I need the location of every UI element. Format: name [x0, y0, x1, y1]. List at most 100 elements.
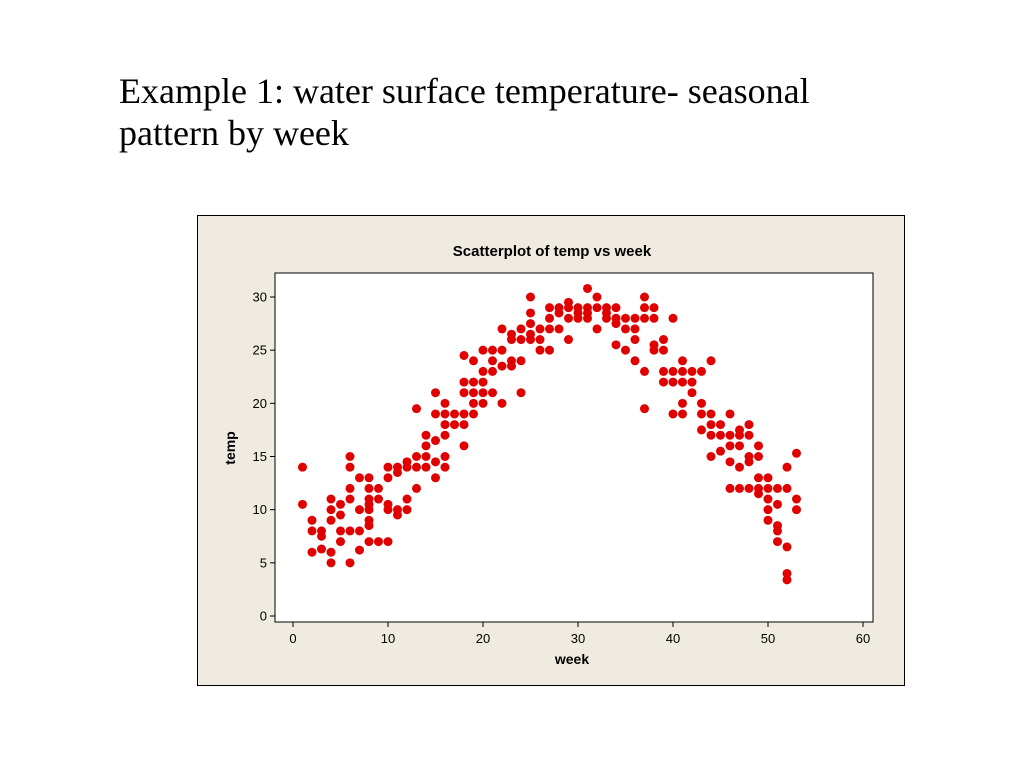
data-point [754, 441, 763, 451]
data-point [459, 409, 469, 419]
data-point [431, 409, 440, 419]
slide-title-line1: Example 1: water surface temperature- se… [119, 71, 810, 111]
data-point [545, 324, 554, 334]
data-point [478, 366, 488, 376]
data-point [431, 473, 440, 483]
data-point [630, 324, 640, 334]
data-point [592, 324, 602, 334]
data-point [393, 467, 402, 477]
data-point [725, 409, 735, 419]
data-point [621, 345, 630, 355]
data-point [421, 441, 431, 451]
data-point [687, 366, 697, 376]
data-point [611, 303, 621, 313]
data-point [317, 531, 326, 541]
chart-title: Scatterplot of temp vs week [453, 243, 652, 260]
y-axis: 0 5 10 15 20 25 30 [253, 290, 275, 624]
data-point [535, 324, 545, 334]
data-point [440, 462, 450, 472]
data-point [326, 547, 336, 557]
data-point [687, 377, 697, 387]
data-point [326, 505, 336, 515]
data-point [754, 452, 763, 461]
data-point [640, 303, 649, 313]
data-point [374, 494, 383, 504]
data-point [592, 292, 602, 302]
data-point [640, 366, 649, 376]
data-point [402, 462, 412, 472]
x-tick-label: 0 [289, 631, 296, 646]
data-point [630, 356, 640, 366]
data-point [773, 483, 782, 493]
x-tick-label: 60 [856, 631, 870, 646]
data-point [535, 345, 545, 355]
data-point [697, 398, 706, 408]
data-point [611, 319, 621, 329]
data-point [469, 356, 478, 366]
data-point [526, 335, 535, 345]
data-point [564, 313, 573, 323]
data-point [307, 526, 317, 536]
data-point [516, 324, 526, 334]
data-point [773, 499, 782, 509]
data-point [659, 377, 668, 387]
data-point [678, 398, 687, 408]
data-point [307, 515, 317, 525]
data-point [735, 462, 744, 472]
data-point [298, 462, 307, 472]
x-axis-title: week [554, 651, 589, 667]
data-point [716, 430, 725, 440]
data-point [488, 356, 497, 366]
data-point [345, 558, 355, 568]
data-point [431, 457, 440, 467]
data-point [668, 366, 678, 376]
data-point [459, 388, 469, 398]
data-point [345, 526, 355, 536]
data-point [792, 505, 801, 515]
data-point [792, 494, 801, 504]
data-point [545, 313, 554, 323]
data-point [488, 345, 497, 355]
x-tick-label: 50 [761, 631, 775, 646]
data-point [754, 473, 763, 483]
y-tick-label: 20 [253, 396, 267, 411]
y-axis-title: temp [222, 431, 238, 464]
data-point [450, 409, 459, 419]
data-point [697, 425, 706, 435]
data-point [706, 356, 716, 366]
data-point [678, 356, 687, 366]
data-point [697, 366, 706, 376]
data-point [545, 345, 554, 355]
data-point [336, 499, 345, 509]
data-point [782, 575, 792, 585]
data-point [374, 537, 383, 547]
data-point [640, 292, 649, 302]
data-point [535, 335, 545, 345]
data-point [374, 483, 383, 493]
data-point [763, 505, 773, 515]
data-point [345, 494, 355, 504]
data-point [345, 452, 355, 461]
data-point [421, 430, 431, 440]
data-point [412, 404, 421, 414]
y-tick-label: 0 [260, 609, 267, 624]
data-point [326, 494, 336, 504]
data-point [393, 510, 402, 520]
data-point [516, 335, 526, 345]
data-point [478, 377, 488, 387]
data-point [706, 420, 716, 430]
data-point [773, 537, 782, 547]
data-point [469, 409, 478, 419]
data-point [336, 537, 345, 547]
data-point [307, 547, 317, 557]
data-point [326, 558, 336, 568]
data-point [383, 505, 393, 515]
data-point [497, 398, 507, 408]
x-tick-label: 40 [666, 631, 680, 646]
data-point [554, 324, 564, 334]
data-point [735, 430, 744, 440]
data-point [402, 494, 412, 504]
data-point [507, 335, 516, 345]
data-point [364, 473, 374, 483]
y-tick-label: 15 [253, 449, 267, 464]
